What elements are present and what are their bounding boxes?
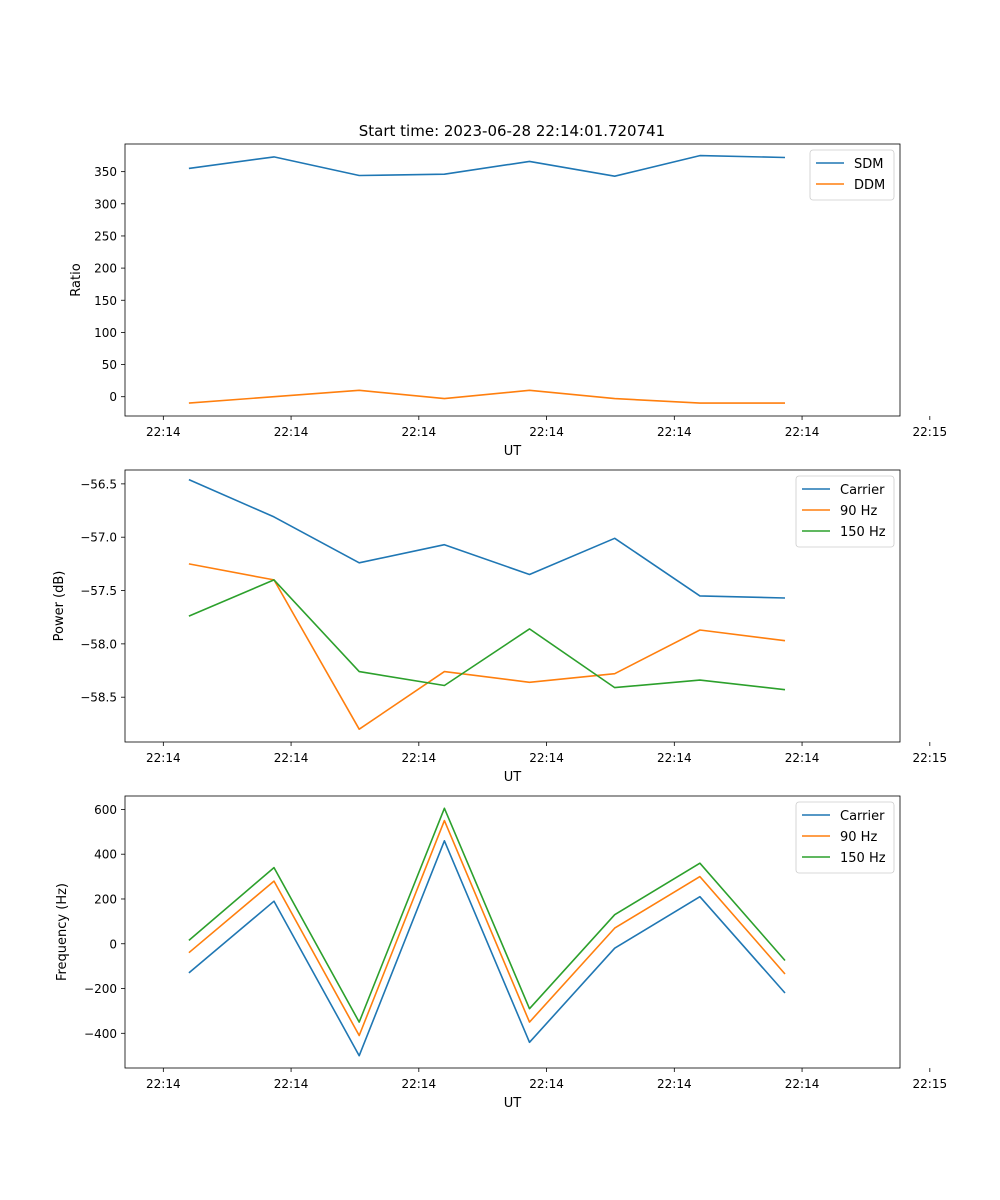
- x-tick-label: 22:14: [402, 751, 437, 765]
- y-tick-label: −56.5: [80, 477, 117, 491]
- series-line-2: [188, 819, 786, 1037]
- chart-panel-1: 22:14 22:14 22:14 22:14 22:14 22:14 22:15 0 50 10…: [69, 143, 948, 459]
- legend-label: DDM: [854, 178, 885, 193]
- panels: 22:14 22:14 22:14 22:14 22:14 22:14 22:15 0 50 10…: [52, 143, 948, 1111]
- y-axis-label: Frequency (Hz): [55, 883, 70, 981]
- x-axis-label: UT: [504, 1096, 522, 1111]
- x-tick-label: 22:14: [274, 1077, 309, 1091]
- legend: SDM DDM: [809, 149, 895, 201]
- x-axis-label: UT: [504, 444, 522, 459]
- y-tick-label: 0: [109, 937, 117, 951]
- plot-frame: [124, 143, 901, 417]
- x-tick-label: 22:14: [274, 425, 309, 439]
- y-tick-label: 300: [94, 197, 117, 211]
- chart-panel-2: 22:14 22:14 22:14 22:14 22:14 22:14 22:15 −58.5…: [52, 469, 948, 785]
- x-tick-label: 22:14: [274, 751, 309, 765]
- x-tick-label: 22:14: [657, 751, 692, 765]
- x-tick-label: 22:14: [146, 751, 181, 765]
- y-tick-label: 250: [94, 229, 117, 243]
- x-tick-label: 22:14: [785, 751, 820, 765]
- series-line-1: [188, 839, 786, 1057]
- x-tick-label: 22:14: [146, 1077, 181, 1091]
- x-tick-label: 22:14: [146, 425, 181, 439]
- y-tick-label: −57.0: [80, 531, 117, 545]
- plot-frame: [124, 469, 901, 743]
- y-tick-label: −58.0: [80, 637, 117, 651]
- x-tick-label: 22:14: [402, 1077, 437, 1091]
- x-axis-label: UT: [504, 770, 522, 785]
- chart-panel-3: 22:14 22:14 22:14 22:14 22:14 22:14 22:15 −400 −…: [55, 795, 948, 1111]
- y-tick-label: −400: [84, 1027, 117, 1041]
- y-axis-label: Power (dB): [52, 571, 67, 642]
- legend-label: 150 Hz: [840, 851, 886, 866]
- legend: Carrier 90 Hz 150 Hz: [795, 801, 895, 874]
- x-tick-label: 22:14: [657, 1077, 692, 1091]
- x-tick-label: 22:15: [913, 751, 948, 765]
- series-line-3: [188, 807, 786, 1023]
- series-line-2: [188, 563, 786, 731]
- x-tick-label: 22:14: [529, 1077, 564, 1091]
- series-line-2: [188, 389, 785, 404]
- x-tick-label: 22:14: [529, 425, 564, 439]
- y-tick-label: 50: [102, 358, 117, 372]
- series-line-1: [188, 478, 786, 599]
- figure-title: Start time: 2023-06-28 22:14:01.720741: [359, 122, 665, 140]
- legend-box: [795, 475, 895, 548]
- y-tick-label: 600: [94, 803, 117, 817]
- y-tick-label: −57.5: [80, 584, 117, 598]
- legend-label: 150 Hz: [840, 525, 886, 540]
- y-tick-label: 200: [94, 262, 117, 276]
- legend-label: 90 Hz: [840, 504, 877, 519]
- legend-label: SDM: [854, 157, 883, 172]
- x-tick-label: 22:14: [657, 425, 692, 439]
- x-tick-label: 22:14: [785, 1077, 820, 1091]
- series-line-1: [188, 154, 786, 177]
- legend-label: Carrier: [840, 483, 885, 498]
- plot-frame: [124, 795, 901, 1069]
- y-axis-label: Ratio: [69, 263, 84, 296]
- y-tick-label: −58.5: [80, 691, 117, 705]
- x-tick-label: 22:14: [529, 751, 564, 765]
- x-tick-label: 22:14: [402, 425, 437, 439]
- y-tick-label: 0: [109, 390, 117, 404]
- y-tick-label: 400: [94, 848, 117, 862]
- legend-label: Carrier: [840, 809, 885, 824]
- legend: Carrier 90 Hz 150 Hz: [795, 475, 895, 548]
- y-tick-label: 100: [94, 326, 117, 340]
- x-tick-label: 22:15: [913, 425, 948, 439]
- y-tick-label: −200: [84, 982, 117, 996]
- y-tick-label: 150: [94, 294, 117, 308]
- y-tick-label: 350: [94, 165, 117, 179]
- legend-box: [795, 801, 895, 874]
- y-tick-label: 200: [94, 892, 117, 906]
- legend-label: 90 Hz: [840, 830, 877, 845]
- series-line-3: [188, 579, 786, 691]
- x-tick-label: 22:15: [913, 1077, 948, 1091]
- x-tick-label: 22:14: [785, 425, 820, 439]
